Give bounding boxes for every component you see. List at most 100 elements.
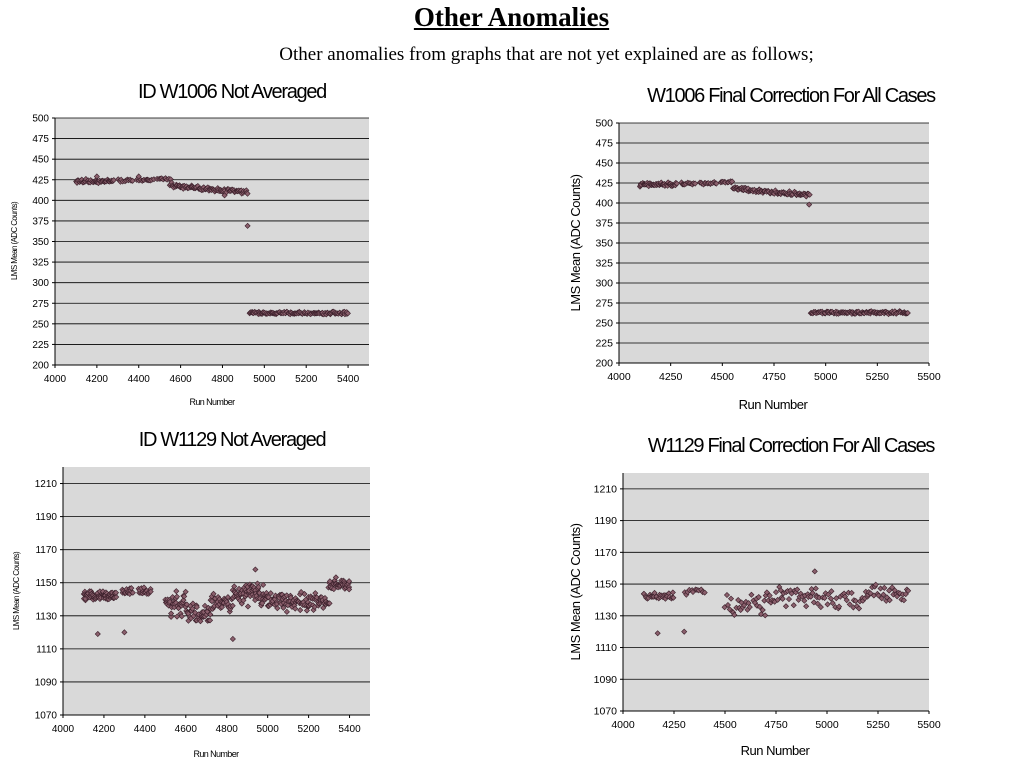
slide-subtitle: Other anomalies from graphs that are not… <box>279 44 814 65</box>
data-point <box>113 594 120 601</box>
data-point <box>758 611 765 618</box>
plot-area <box>63 467 370 715</box>
data-point <box>794 586 801 593</box>
data-point <box>748 591 755 598</box>
data-point <box>128 585 135 592</box>
y-axis-label: LMS Mean (ADC Counts) <box>568 523 583 660</box>
y-tick-label: 350 <box>32 237 49 248</box>
data-point <box>902 591 909 598</box>
y-tick-label: 1150 <box>594 579 617 591</box>
data-point <box>221 192 228 199</box>
data-point <box>806 201 813 208</box>
x-axis-label: Run Number <box>739 397 809 412</box>
y-tick-label: 1150 <box>35 578 57 589</box>
data-point <box>829 600 836 607</box>
data-point <box>772 589 780 596</box>
data-point <box>166 598 173 605</box>
y-tick-label: 450 <box>32 155 49 166</box>
x-tick-label: 4800 <box>211 374 234 385</box>
data-point <box>889 584 896 591</box>
y-tick-label: 425 <box>32 175 49 186</box>
data-point <box>681 628 688 635</box>
data-point <box>255 583 262 591</box>
data-point <box>169 594 176 601</box>
data-point <box>812 585 819 592</box>
gridlines <box>63 483 370 716</box>
data-point <box>673 180 680 187</box>
y-tick-label: 1090 <box>35 677 58 688</box>
data-point <box>900 597 907 604</box>
y-tick-label: 350 <box>595 238 613 250</box>
x-axis-label: Run Number <box>741 743 811 758</box>
data-point <box>875 592 882 599</box>
x-tick-label: 5200 <box>295 374 318 385</box>
y-tick-label: 250 <box>595 318 613 330</box>
data-point <box>208 598 215 605</box>
data-points <box>636 178 911 318</box>
y-tick-label: 400 <box>32 196 49 207</box>
y-tick-label: 475 <box>32 134 49 145</box>
y-tick-label: 500 <box>595 118 613 130</box>
x-tick-label: 4500 <box>713 719 737 731</box>
data-point <box>312 590 319 597</box>
y-tick-labels: 1070 1090 1110 1130 1150 1170 1190 1210 <box>594 483 623 718</box>
data-point <box>855 605 863 612</box>
y-tick-label: 1190 <box>35 512 57 523</box>
y-tick-label: 1130 <box>594 610 617 622</box>
data-point <box>692 180 699 187</box>
data-point <box>244 603 252 610</box>
data-point <box>180 597 187 604</box>
data-point <box>207 617 214 624</box>
x-axis-label: Run Number <box>193 749 239 759</box>
y-tick-label: 200 <box>32 361 49 372</box>
data-point <box>229 635 236 642</box>
data-point <box>814 600 821 607</box>
data-point <box>728 595 735 602</box>
x-tick-label: 4250 <box>662 719 686 731</box>
y-tick-label: 1210 <box>594 483 618 495</box>
data-point <box>346 586 353 593</box>
y-tick-labels: 1070 1090 1110 1130 1150 1170 1190 1210 <box>35 479 63 722</box>
data-point <box>759 606 766 614</box>
data-point <box>240 597 247 604</box>
x-tick-label: 4750 <box>764 719 788 731</box>
data-point <box>809 589 816 597</box>
data-point <box>168 610 175 617</box>
y-tick-label: 200 <box>595 358 613 370</box>
data-point <box>182 588 189 595</box>
y-tick-label: 300 <box>595 278 613 290</box>
y-tick-label: 375 <box>595 218 613 230</box>
y-tick-label: 1110 <box>595 642 617 654</box>
data-point <box>729 178 736 185</box>
data-point <box>326 600 333 607</box>
data-point <box>852 597 859 604</box>
x-tick-label: 4600 <box>175 724 198 735</box>
y-tick-label: 300 <box>32 278 49 289</box>
data-points <box>640 568 912 637</box>
chart-title: W1006 Final Correction For All Cases <box>647 85 936 107</box>
data-point <box>904 309 911 316</box>
data-point <box>669 589 676 596</box>
x-tick-label: 4800 <box>216 724 239 735</box>
data-point <box>654 630 661 637</box>
x-tick-label: 4200 <box>86 374 109 385</box>
data-point <box>284 602 291 609</box>
x-tick-label: 4750 <box>762 371 786 383</box>
data-point <box>283 608 290 615</box>
data-point <box>244 222 251 229</box>
y-axis-label: LMS Mean (ADC Counts) <box>568 174 583 311</box>
chart-w1006-not-averaged: ID W1006 Not Averaged 200 225 250 275 300 325… <box>10 81 369 407</box>
data-point <box>303 607 310 614</box>
y-tick-label: 400 <box>595 198 613 210</box>
data-point <box>762 612 769 619</box>
y-tick-labels: 200 225 250 275 300 325 350 375 400 425 450 475 500 <box>32 114 55 372</box>
data-point <box>848 589 855 596</box>
data-point <box>173 593 180 600</box>
x-tick-label: 4000 <box>44 374 67 385</box>
data-points <box>80 566 353 642</box>
chart-w1129-final-correction: W1129 Final Correction For All Cases 107… <box>568 435 941 758</box>
x-tick-label: 4400 <box>128 374 151 385</box>
chart-title: ID W1006 Not Averaged <box>138 81 326 103</box>
y-tick-label: 225 <box>32 340 49 351</box>
data-point <box>724 601 731 609</box>
